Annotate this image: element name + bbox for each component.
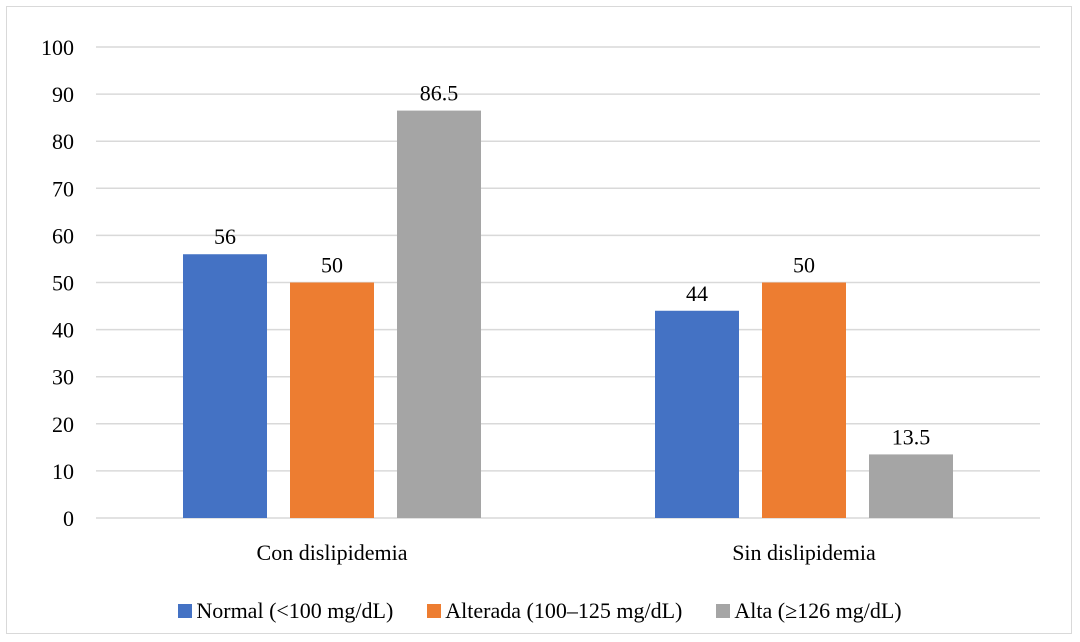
data-label: 50 [793, 253, 815, 278]
y-axis-ticks: 0 10 20 30 40 50 60 70 80 90 100 [41, 35, 74, 531]
y-tick-label: 50 [52, 271, 74, 296]
bar [183, 254, 267, 519]
data-label: 44 [686, 281, 708, 306]
bar [290, 282, 374, 518]
y-tick-label: 70 [52, 176, 74, 201]
legend-item: Alterada (100–125 mg/dL) [427, 598, 682, 624]
y-tick-label: 60 [52, 223, 74, 248]
data-label: 13.5 [892, 424, 931, 449]
y-tick-label: 100 [41, 35, 74, 60]
category-label: Sin dislipidemia [732, 540, 876, 565]
bars [183, 110, 953, 519]
data-label: 86.5 [420, 81, 459, 106]
legend-swatch [178, 604, 193, 618]
legend-label: Alterada (100–125 mg/dL) [445, 598, 683, 623]
y-tick-label: 80 [52, 129, 74, 154]
legend-label: Alta (≥126 mg/dL) [734, 598, 902, 623]
data-label: 50 [321, 253, 343, 278]
legend-item: Alta (≥126 mg/dL) [716, 598, 902, 624]
data-labels: 56 50 86.5 44 50 13.5 [214, 81, 930, 450]
data-label: 56 [214, 224, 236, 249]
legend: Normal (<100 mg/dL) Alterada (100–125 mg/… [0, 594, 1080, 628]
y-tick-label: 10 [52, 459, 74, 484]
x-axis-categories: Con dislipidemia Sin dislipidemia [257, 540, 877, 565]
legend-swatch [716, 604, 731, 618]
y-tick-label: 90 [52, 82, 74, 107]
y-tick-label: 0 [63, 506, 74, 531]
legend-item: Normal (<100 mg/dL) [178, 598, 393, 624]
category-label: Con dislipidemia [257, 540, 408, 565]
y-tick-label: 40 [52, 318, 74, 343]
bar [655, 310, 739, 518]
bar [397, 110, 481, 519]
bar [762, 282, 846, 518]
y-tick-label: 30 [52, 365, 74, 390]
legend-label: Normal (<100 mg/dL) [196, 598, 394, 623]
y-tick-label: 20 [52, 412, 74, 437]
legend-swatch [427, 604, 442, 618]
bar [869, 454, 953, 518]
